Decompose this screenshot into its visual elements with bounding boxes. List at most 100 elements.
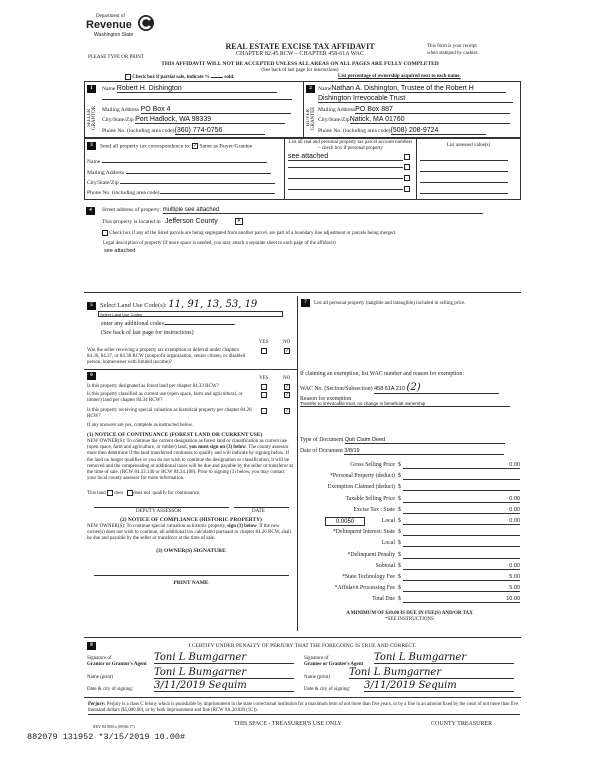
exemption-yes-checkbox[interactable] — [261, 348, 267, 354]
additional-codes-field[interactable] — [165, 324, 236, 325]
partial-sale-label: Check box if partial sale, indicate % — [132, 75, 210, 81]
mail-label: Mailing Address — [318, 107, 356, 113]
doc-date-label: Date of Document — [300, 448, 343, 454]
corr-city-field[interactable] — [120, 183, 276, 184]
partial-percent-field[interactable] — [211, 77, 224, 79]
financial-value-field[interactable] — [403, 552, 520, 559]
deputy-assessor-label: DEPUTY ASSESSOR — [136, 509, 182, 514]
corr-phone-field[interactable] — [159, 193, 275, 194]
financial-value-field[interactable]: 0.00 — [403, 462, 520, 469]
parcel-field[interactable] — [288, 189, 403, 191]
same-as-buyer-checkbox[interactable]: ✓ — [191, 143, 198, 149]
city-label: City/State/Zip — [318, 117, 350, 123]
partial-sale-checkbox[interactable] — [125, 74, 131, 80]
wac-field[interactable]: 458 61A 210 — [374, 386, 405, 392]
no-header: NO — [283, 340, 291, 345]
does-not-qualify-checkbox[interactable] — [127, 490, 134, 496]
historic-yes-checkbox[interactable] — [261, 408, 267, 414]
assessed-value-field[interactable] — [420, 160, 508, 161]
buyer-mail-field[interactable]: PO Box 887 — [355, 106, 511, 114]
seller-name-line2[interactable] — [102, 99, 292, 100]
personal-property-checkbox[interactable] — [404, 186, 411, 192]
sig-label: Signature of — [87, 656, 112, 661]
grantee-name-print[interactable]: Toni L Bumgarner — [349, 667, 514, 679]
owner-signature-line[interactable] — [94, 575, 289, 576]
county-select[interactable]: Jefferson County — [164, 218, 218, 225]
reason-field[interactable]: Transfer to irrevocable trust, no change… — [300, 401, 510, 407]
corr-name-field[interactable] — [101, 162, 267, 163]
section-4-badge: 4 — [86, 207, 95, 215]
notice-continuance-title: (1) NOTICE OF CONTINUANCE (FOREST LAND O… — [87, 432, 263, 438]
financial-label: Excise Tax : State — [353, 506, 395, 513]
seller-mail-field[interactable]: PO Box 4 — [140, 106, 291, 114]
grantor-date-city[interactable]: 3/11/2019 Sequim — [154, 680, 294, 692]
segregated-checkbox[interactable] — [102, 230, 108, 236]
personal-property-checkbox[interactable] — [404, 153, 411, 160]
corr-mail-field[interactable] — [125, 173, 271, 174]
grantee-signature[interactable]: Toni L Bumgarner — [374, 652, 514, 664]
deputy-signature-line[interactable] — [94, 507, 229, 508]
grantor-name-print[interactable]: Toni L Bumgarner — [154, 667, 294, 679]
date-city-label: Date & city of signing: — [87, 687, 134, 692]
financial-value-field[interactable]: 0.00 — [403, 496, 520, 503]
buyer-name-field[interactable]: Nathan A. Dishington, Trustee of the Rob… — [331, 85, 507, 93]
financial-value-field[interactable]: 5.00 — [403, 585, 520, 593]
notice-continuance-text: NEW OWNER(S): To continue the current de… — [87, 439, 293, 482]
section-2-badge: 2 — [306, 85, 315, 93]
section-5-badge: 5 — [87, 301, 96, 310]
logo-swirl-icon — [138, 15, 154, 31]
parcel-field[interactable] — [288, 167, 403, 169]
seller-name-field[interactable]: Robert H. Dishington — [116, 85, 277, 93]
see-back-note: (See back of last page for instructions) — [101, 330, 194, 336]
seller-phone-field[interactable]: (360) 774-0756 — [174, 127, 265, 135]
dollar-sign: $ — [398, 562, 401, 569]
personal-property-checkbox[interactable] — [404, 175, 411, 181]
buyer-city-field[interactable]: Natick, MA 01760 — [349, 116, 510, 124]
buyer-name-line2[interactable]: Dishington Irrevocable Trust — [318, 95, 513, 103]
financial-label: *Personal Property (deduct) — [329, 473, 395, 480]
street-address-field[interactable]: multiple see attached — [162, 207, 483, 214]
buyer-phone-field[interactable]: (508) 208-9724 — [390, 127, 486, 135]
current-use-no-checkbox[interactable]: ✓ — [284, 392, 290, 398]
doc-type-field[interactable]: Quit Claim Deed — [344, 437, 505, 444]
historic-no-checkbox[interactable]: ✓ — [284, 408, 290, 414]
financial-value-field[interactable] — [403, 529, 520, 537]
forest-yes-checkbox[interactable] — [261, 384, 267, 390]
doc-date-field[interactable]: 3/8/19 — [344, 448, 505, 455]
parcel-field[interactable]: see attached — [288, 153, 403, 161]
seller-city-field[interactable]: Port Hadlock, WA 98339 — [135, 116, 286, 124]
dollar-sign: $ — [398, 529, 401, 536]
financial-value-field[interactable]: 5.00 — [403, 574, 520, 581]
land-use-select[interactable]: Select Land Use Codes — [98, 311, 283, 317]
financial-value-field[interactable]: 10.00 — [403, 596, 520, 604]
financial-value-field[interactable] — [403, 540, 520, 548]
correspondence-section: 3 Send all property tax correspondence to… — [84, 138, 521, 200]
current-use-yes-checkbox[interactable] — [261, 392, 267, 398]
grantee-date-city[interactable]: 3/11/2019 Sequim — [364, 680, 514, 692]
this-land-label: This land — [87, 491, 106, 497]
local-rate-field[interactable]: 0.0050 — [325, 517, 365, 526]
legal-description-field[interactable]: see attached — [104, 248, 136, 254]
receipt-note-1: This form is your receipt — [427, 44, 477, 49]
financial-value-field[interactable]: 0.00 — [403, 518, 520, 525]
financial-value-field[interactable] — [403, 484, 520, 492]
exemption-no-checkbox[interactable]: ✓ — [284, 348, 290, 354]
financial-row: Local $0.00 — [310, 518, 520, 527]
parcel-field[interactable] — [288, 178, 403, 180]
dollar-sign: $ — [398, 484, 401, 491]
grantor-signature[interactable]: Toni L Bumgarner — [154, 652, 294, 664]
assessed-value-field[interactable] — [420, 193, 508, 194]
does-qualify-checkbox[interactable] — [107, 490, 113, 496]
deputy-date-line[interactable] — [234, 507, 289, 508]
does-label: does — [114, 491, 124, 497]
personal-property-checkbox[interactable] — [404, 164, 411, 170]
assessed-value-field[interactable] — [420, 182, 508, 183]
same-as-label: Same as Buyer/Grantee — [199, 143, 253, 150]
financial-value-field[interactable] — [403, 473, 520, 481]
financial-value-field[interactable]: 0.00 — [403, 563, 520, 570]
seller-section: 1 SELLER GRANTOR Name Robert H. Dishingt… — [84, 81, 304, 138]
assessed-value-field[interactable] — [420, 171, 508, 172]
county-dropdown-chevron-icon[interactable]: ▾ — [234, 218, 243, 226]
financial-value-field[interactable]: 0.00 — [403, 507, 520, 514]
forest-no-checkbox[interactable]: ✓ — [284, 384, 290, 390]
